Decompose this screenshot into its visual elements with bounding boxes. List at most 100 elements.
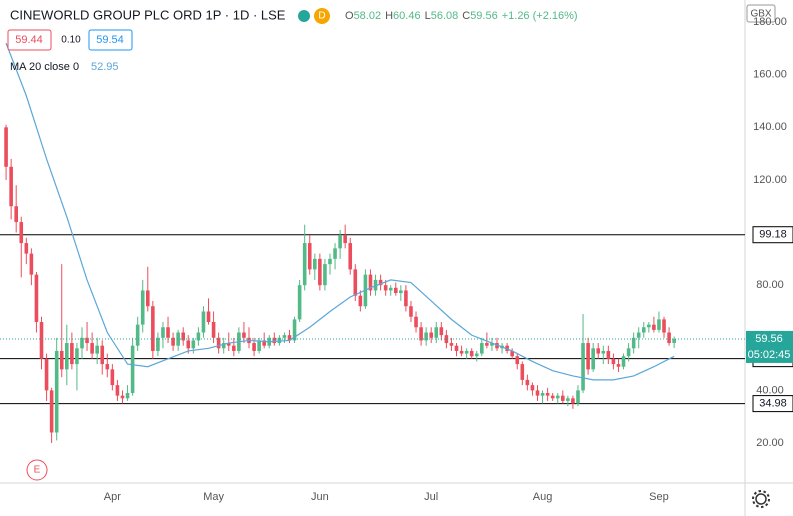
x-tick-label: May [203, 491, 224, 503]
candle-body [206, 311, 211, 323]
badge: D [318, 11, 325, 22]
candle-body [667, 332, 671, 344]
ohlc-key: O [345, 10, 354, 22]
candle-body [186, 340, 191, 349]
bid: 59.44 [15, 34, 43, 46]
x-tick-label: Jul [424, 491, 438, 503]
candle-body [429, 332, 434, 338]
candle-body [181, 332, 186, 341]
candle-body [277, 337, 282, 344]
x-tick-label: Jun [311, 491, 329, 503]
candle-body [59, 350, 64, 370]
candle-body [657, 319, 661, 330]
candle-body [348, 243, 353, 270]
candle-body [34, 274, 39, 323]
candle-body [591, 348, 595, 370]
candle-body [581, 343, 585, 391]
candle-body [373, 279, 378, 291]
candle-body [242, 332, 246, 338]
candle-body [130, 345, 135, 394]
candle-body [75, 348, 79, 365]
x-tick-label: Apr [104, 491, 121, 503]
candle-body [399, 290, 403, 294]
event-marker[interactable] [26, 459, 48, 481]
candle-body [262, 340, 266, 346]
candle-body [647, 324, 651, 328]
candle-body [110, 369, 115, 386]
candle-body [555, 395, 560, 399]
candle-body [156, 337, 160, 351]
candle-body [540, 393, 545, 396]
candle-body [151, 306, 155, 351]
settings-icon[interactable] [752, 490, 770, 508]
candle-body [297, 285, 302, 320]
candle-body [44, 358, 49, 391]
candle-body [626, 348, 631, 357]
candle-body [313, 258, 317, 270]
ask-box[interactable] [88, 29, 133, 51]
ohlc-key: L [425, 10, 431, 22]
candle-body [318, 258, 322, 286]
candle-body [474, 353, 479, 357]
candle-body [145, 290, 150, 307]
candle-body [232, 345, 236, 351]
x-tick-label: Aug [533, 491, 553, 503]
candle-body [480, 343, 484, 354]
y-tick-label: 180.00 [753, 16, 787, 28]
currency-box[interactable] [746, 4, 776, 23]
candle-body [378, 279, 383, 286]
candle-body [606, 350, 611, 359]
badge-circle [314, 8, 330, 24]
candle-body [54, 350, 59, 433]
candle-body [257, 340, 261, 351]
candle-body [358, 295, 363, 307]
level-label: 99.18 [759, 229, 787, 241]
candle-body [282, 335, 287, 338]
ohlc-key: C [462, 10, 470, 22]
candle-body [566, 398, 570, 401]
candle-body [105, 364, 110, 370]
candle-body [525, 379, 530, 386]
bid-box[interactable] [7, 29, 52, 51]
candle-body [201, 311, 206, 333]
candle-body [449, 343, 454, 346]
candle-body [616, 364, 621, 367]
candle-body [434, 327, 439, 338]
y-tick-label: 160.00 [753, 69, 787, 81]
candle-body [545, 393, 550, 396]
candle-body [388, 287, 393, 291]
candle-body [65, 343, 69, 370]
x-tick-label: Sep [649, 491, 669, 503]
candle-body [550, 395, 555, 399]
candle-body [343, 235, 347, 244]
candle-body [120, 395, 125, 399]
ma-line [5, 42, 675, 381]
candle-body [535, 390, 540, 396]
candle-body [191, 340, 196, 349]
candle-body [636, 332, 641, 338]
candle-body [49, 390, 54, 433]
candle-body [560, 395, 565, 401]
candle-body [424, 332, 428, 341]
candle-body [125, 393, 130, 399]
candle-body [368, 274, 373, 291]
candle-body [469, 350, 474, 357]
candle-body [328, 258, 332, 265]
level-label-box [752, 226, 793, 244]
candle-body [292, 319, 297, 341]
candle-body [439, 327, 444, 336]
y-tick-label: 40.00 [756, 384, 784, 396]
spread: 0.10 [61, 35, 81, 46]
ohlc-value: 56.08 [431, 10, 459, 22]
candle-body [272, 337, 277, 344]
candle-body [4, 127, 8, 167]
level-label: 34.98 [759, 398, 787, 410]
event-label: E [34, 465, 41, 476]
candle-body [464, 350, 469, 354]
candle-body [100, 345, 105, 365]
study-name: MA 20 close 0 [10, 61, 79, 73]
countdown: 05:02:45 [748, 349, 791, 361]
ohlc-value: 59.56 [470, 10, 498, 22]
candle-body [19, 222, 24, 244]
